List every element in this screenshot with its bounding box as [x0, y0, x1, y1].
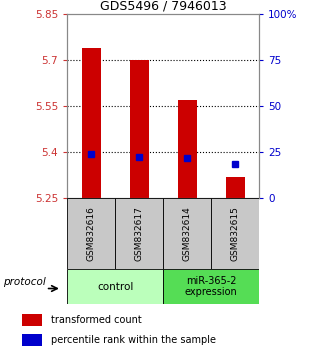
- Title: GDS5496 / 7946013: GDS5496 / 7946013: [100, 0, 227, 13]
- Text: GSM832615: GSM832615: [231, 206, 240, 261]
- Bar: [164, 269, 259, 304]
- Bar: [22, 314, 42, 326]
- Bar: [164, 198, 211, 269]
- Text: GSM832614: GSM832614: [183, 206, 192, 261]
- Text: control: control: [97, 282, 133, 292]
- Text: GSM832616: GSM832616: [87, 206, 96, 261]
- Bar: [212, 198, 259, 269]
- Text: transformed count: transformed count: [51, 315, 142, 325]
- Bar: [130, 60, 149, 198]
- Bar: [116, 198, 163, 269]
- Text: GSM832617: GSM832617: [135, 206, 144, 261]
- Text: miR-365-2
expression: miR-365-2 expression: [185, 276, 237, 297]
- Text: percentile rank within the sample: percentile rank within the sample: [51, 335, 216, 345]
- Bar: [68, 198, 115, 269]
- Bar: [22, 334, 42, 346]
- Bar: [178, 100, 197, 198]
- Bar: [82, 48, 101, 198]
- Text: protocol: protocol: [4, 278, 46, 287]
- Bar: [68, 269, 163, 304]
- Bar: [226, 177, 245, 198]
